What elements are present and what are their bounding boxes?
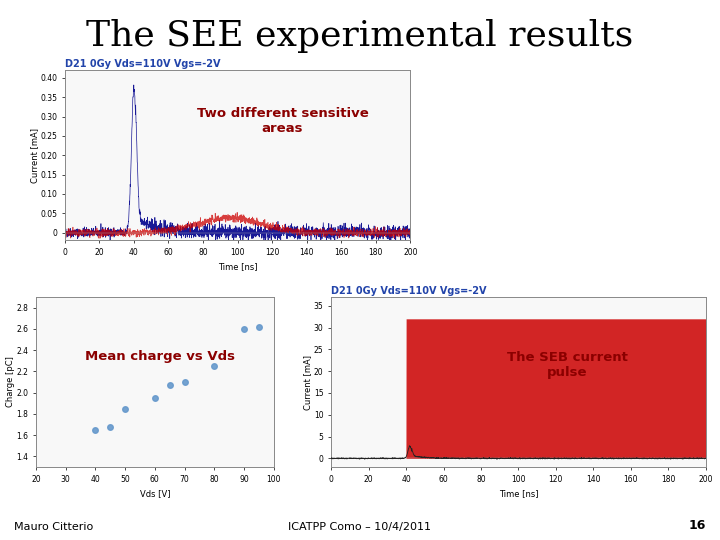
X-axis label: Time [ns]: Time [ns] xyxy=(499,489,538,498)
Text: D21 0Gy Vds=110V Vgs=-2V: D21 0Gy Vds=110V Vgs=-2V xyxy=(331,286,487,296)
Point xyxy=(149,394,161,402)
Text: INFN: INFN xyxy=(29,18,78,36)
X-axis label: Vds [V]: Vds [V] xyxy=(140,489,170,498)
Text: Mean charge vs Vds: Mean charge vs Vds xyxy=(84,350,235,363)
Point xyxy=(179,377,190,386)
Point xyxy=(253,322,264,331)
X-axis label: Time [ns]: Time [ns] xyxy=(218,262,257,272)
Text: Mauro Citterio: Mauro Citterio xyxy=(14,522,94,532)
Text: D21 0Gy Vds=110V Vgs=-2V: D21 0Gy Vds=110V Vgs=-2V xyxy=(65,59,220,70)
Text: 16: 16 xyxy=(688,519,706,532)
Text: The SEE experimental results: The SEE experimental results xyxy=(86,19,634,53)
Text: ICATPP Como – 10/4/2011: ICATPP Como – 10/4/2011 xyxy=(289,522,431,532)
Text: Two different sensitive
areas: Two different sensitive areas xyxy=(197,107,369,135)
Point xyxy=(238,325,250,333)
Point xyxy=(104,422,116,431)
Y-axis label: Charge [pC]: Charge [pC] xyxy=(6,356,15,408)
Y-axis label: Current [mA]: Current [mA] xyxy=(30,128,39,183)
Point xyxy=(209,362,220,370)
Point xyxy=(164,381,176,389)
Point xyxy=(120,404,131,413)
Point xyxy=(90,426,102,434)
Y-axis label: Current [mA]: Current [mA] xyxy=(303,355,312,409)
Text: The SEB current
pulse: The SEB current pulse xyxy=(507,351,628,379)
